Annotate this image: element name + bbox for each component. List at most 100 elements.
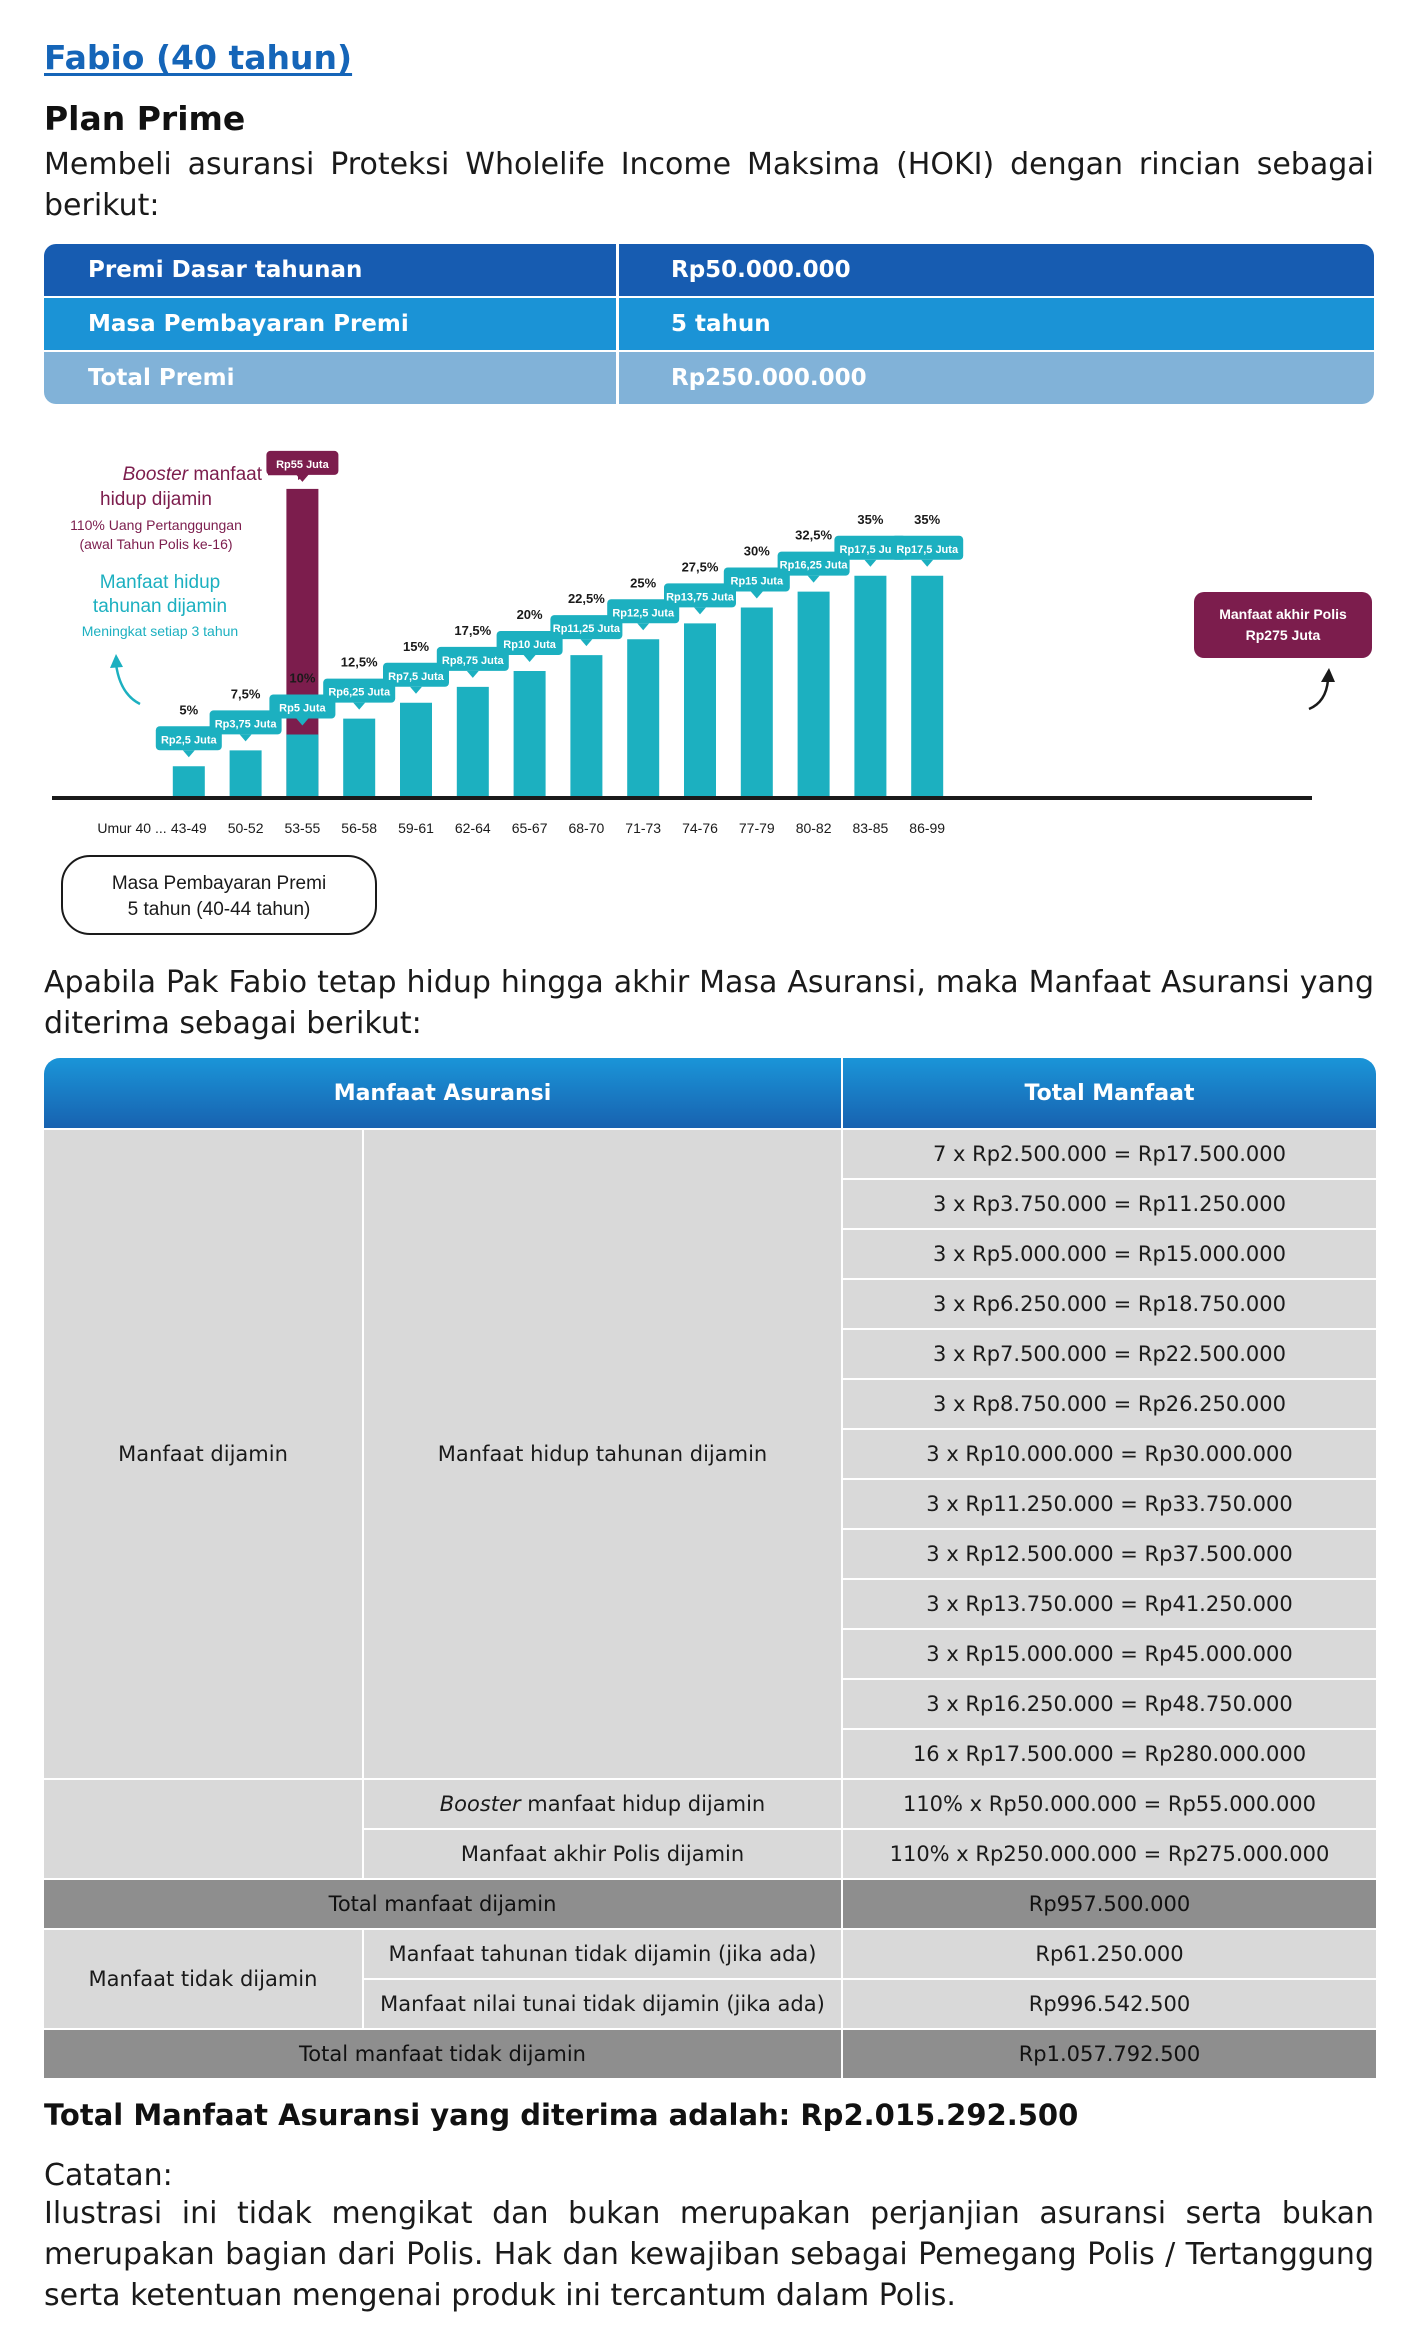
end-policy-label: Manfaat akhir Polis bbox=[1219, 606, 1347, 622]
end-policy-annotation: Manfaat akhir Polis Rp275 Juta bbox=[1194, 592, 1372, 658]
bar-percent-label: 15% bbox=[403, 639, 429, 654]
premium-label: Masa Pembayaran Premi bbox=[44, 298, 616, 350]
annual-value-row: 3 x Rp7.500.000 = Rp22.500.000 bbox=[843, 1330, 1376, 1378]
premium-row: Total Premi Rp250.000.000 bbox=[44, 352, 1374, 404]
bar-percent-label: 20% bbox=[517, 607, 543, 622]
annual-value-row: 16 x Rp17.500.000 = Rp280.000.000 bbox=[843, 1730, 1376, 1778]
booster-annotation-sub-2: (awal Tahun Polis ke-16) bbox=[79, 536, 232, 552]
bar bbox=[229, 750, 262, 798]
booster-benefit-label: Booster manfaat hidup dijamin bbox=[364, 1780, 841, 1828]
bar-value-label-pointer bbox=[750, 591, 763, 599]
annual-annotation-title-2: tahunan dijamin bbox=[93, 596, 227, 617]
annual-value-row: 3 x Rp8.750.000 = Rp26.250.000 bbox=[843, 1380, 1376, 1428]
bar-value-label-pointer bbox=[864, 559, 877, 567]
annual-benefit-label: Manfaat hidup tahunan dijamin bbox=[364, 1130, 841, 1778]
annual-annotation-sub: Meningkat setiap 3 tahun bbox=[82, 623, 238, 639]
bar-value-label-pointer bbox=[694, 607, 706, 615]
guaranteed-label: Manfaat dijamin bbox=[44, 1130, 362, 1778]
end-policy-value: Rp275 Juta bbox=[1246, 627, 1321, 643]
bar-percent-label: 7,5% bbox=[231, 686, 261, 701]
annual-value-row: 3 x Rp12.500.000 = Rp37.500.000 bbox=[843, 1530, 1376, 1578]
total-guaranteed-value: Rp957.500.000 bbox=[843, 1880, 1376, 1928]
bar bbox=[797, 591, 830, 798]
premium-label: Total Premi bbox=[44, 352, 616, 404]
bar-percent-label: 22,5% bbox=[568, 591, 605, 606]
x-tick-label: 65-67 bbox=[512, 820, 548, 836]
premium-value: Rp50.000.000 bbox=[619, 244, 1374, 296]
x-tick-label: 80-82 bbox=[796, 820, 832, 836]
payment-period-line-2: 5 tahun (40-44 tahun) bbox=[128, 899, 311, 920]
plan-title: Plan Prime bbox=[44, 99, 246, 138]
x-tick-label: 83-85 bbox=[852, 820, 888, 836]
curved-arrow-up-right-icon bbox=[1308, 668, 1335, 711]
bar-percent-label: 35% bbox=[914, 512, 940, 527]
bar bbox=[570, 655, 603, 798]
bar bbox=[400, 702, 432, 798]
bar-value-label-bg bbox=[496, 631, 563, 655]
booster-value-label-bg bbox=[266, 450, 339, 475]
annual-value-row: 3 x Rp13.750.000 = Rp41.250.000 bbox=[843, 1580, 1376, 1628]
bar-value-label-bg bbox=[891, 535, 964, 560]
bar-value-label: Rp16,25 Juta bbox=[780, 560, 849, 572]
bar-value-label-bg bbox=[723, 567, 790, 592]
guaranteed-label-cont bbox=[44, 1780, 362, 1878]
bar-value-label-pointer bbox=[466, 670, 479, 678]
ng-cash-label: Manfaat nilai tunai tidak dijamin (jika … bbox=[364, 1980, 841, 2028]
bar-value-label: Rp8,75 Juta bbox=[442, 655, 505, 667]
bar-value-label-bg bbox=[436, 646, 509, 671]
bar-value-label-pointer bbox=[580, 639, 593, 647]
ng-annual-value: Rp61.250.000 bbox=[843, 1930, 1376, 1978]
bar-value-label: Rp15 Juta bbox=[731, 576, 784, 588]
bar bbox=[740, 607, 773, 798]
benefit-chart-svg: Booster manfaat hidup dijamin 110% Uang … bbox=[52, 450, 1372, 935]
bar-percent-label: 30% bbox=[744, 544, 770, 559]
bar-percent-label: 27,5% bbox=[682, 559, 719, 574]
bar bbox=[911, 575, 944, 798]
bar-value-label: Rp17,5 Juta bbox=[840, 544, 903, 556]
intro-paragraph: Membeli asuransi Proteksi Wholelife Inco… bbox=[44, 147, 1374, 223]
booster-annotation-title: Booster manfaat bbox=[123, 464, 263, 485]
premium-table: Premi Dasar tahunan Rp50.000.000 Masa Pe… bbox=[44, 244, 1374, 404]
curved-arrow-up-icon bbox=[110, 654, 141, 706]
bar-percent-label: 5% bbox=[179, 702, 198, 717]
bar-value-label-pointer bbox=[353, 702, 366, 710]
bar-value-label: Rp6,25 Juta bbox=[328, 687, 391, 699]
bar-value-label-pointer bbox=[523, 655, 536, 662]
bar-value-label-bg bbox=[155, 726, 222, 751]
bar bbox=[172, 766, 205, 798]
bar-value-label-bg bbox=[323, 678, 396, 703]
annual-annotation-title-1: Manfaat hidup bbox=[100, 572, 220, 593]
bar-value-label-bg bbox=[834, 535, 907, 560]
x-tick-label: Umur 40 ... bbox=[97, 820, 166, 836]
bar-value-label: Rp2,5 Juta bbox=[161, 734, 218, 746]
end-policy-benefit-value: 110% x Rp250.000.000 = Rp275.000.000 bbox=[843, 1830, 1376, 1878]
bar-value-label: Rp13,75 Juta bbox=[666, 591, 735, 603]
booster-annotation-title-2: hidup dijamin bbox=[100, 489, 212, 510]
ng-cash-value: Rp996.542.500 bbox=[843, 1980, 1376, 2028]
annual-value-row: 3 x Rp11.250.000 = Rp33.750.000 bbox=[843, 1480, 1376, 1528]
nonguaranteed-label: Manfaat tidak dijamin bbox=[44, 1930, 362, 2028]
bar-value-label-pointer bbox=[637, 623, 650, 631]
ng-annual-label: Manfaat tahunan tidak dijamin (jika ada) bbox=[364, 1930, 841, 1978]
booster-annotation-sub-1: 110% Uang Pertanggungan bbox=[70, 517, 242, 533]
notes-title: Catatan: bbox=[44, 2158, 173, 2193]
x-tick-label: 62-64 bbox=[455, 820, 491, 836]
x-tick-label: 59-61 bbox=[398, 820, 434, 836]
bar bbox=[286, 734, 319, 798]
annual-value-row: 7 x Rp2.500.000 = Rp17.500.000 bbox=[843, 1130, 1376, 1178]
annual-value-row: 3 x Rp6.250.000 = Rp18.750.000 bbox=[843, 1280, 1376, 1328]
premium-row: Premi Dasar tahunan Rp50.000.000 bbox=[44, 244, 1374, 296]
premium-row: Masa Pembayaran Premi 5 tahun bbox=[44, 298, 1374, 350]
bar bbox=[684, 623, 716, 798]
booster-benefit-value: 110% x Rp50.000.000 = Rp55.000.000 bbox=[843, 1780, 1376, 1828]
bar-percent-label: 10% bbox=[289, 671, 315, 686]
bar-value-label-pointer bbox=[921, 559, 934, 567]
customer-name-heading[interactable]: Fabio (40 tahun) bbox=[44, 38, 353, 77]
bar-value-label-pointer bbox=[239, 734, 252, 742]
annual-value-row: 3 x Rp5.000.000 = Rp15.000.000 bbox=[843, 1230, 1376, 1278]
bar-percent-label: 35% bbox=[857, 512, 883, 527]
header-total: Total Manfaat bbox=[843, 1058, 1376, 1128]
bar-value-label-pointer bbox=[182, 750, 195, 758]
x-tick-label: 56-58 bbox=[341, 820, 377, 836]
bar bbox=[513, 671, 546, 798]
